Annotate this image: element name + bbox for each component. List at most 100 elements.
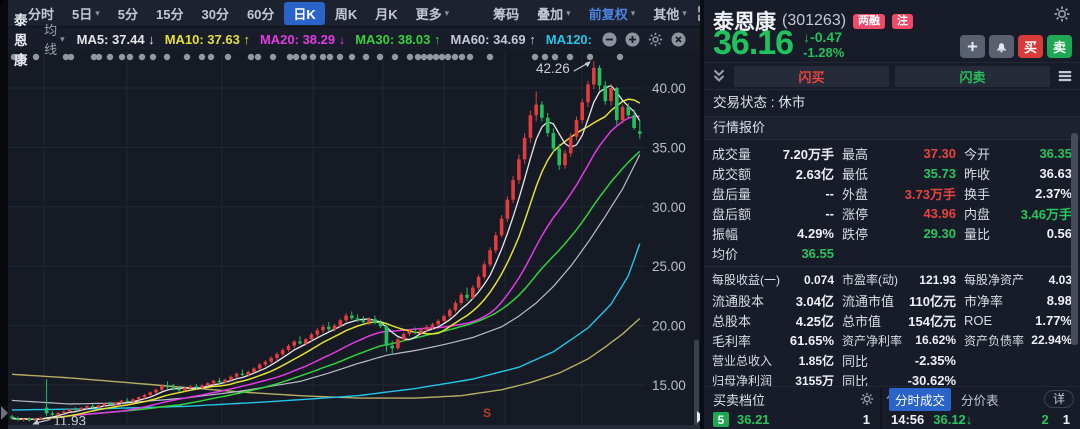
tab-60分[interactable]: 60分 [246,6,275,22]
tab-前复权[interactable]: 前复权 ▾ [588,6,636,22]
quote-cell-内盘: 内盘 3.46万手 [964,206,1072,222]
quote-cell-资产负债率: 资产负债率 22.94% [964,333,1072,348]
close-icon[interactable] [671,32,686,47]
svg-text:42.26: 42.26 [536,61,570,76]
candlestick-chart[interactable]: 40.00 35.00 30.00 25.00 20.00 15.00 42.26 11.93… [0,50,700,429]
depth-title: 买卖档位 [713,392,766,408]
gear-icon[interactable] [1054,6,1070,22]
quick-trade-row: 闪买 闪卖 [704,63,1080,90]
tab-月K[interactable]: 月K [375,6,398,22]
quote-cell-归母净利润: 归母净利润 3155万 [712,373,834,388]
quote-panel: 泰恩康 (301263) 两融 注 36.16 ↓-0.47 -1.28% [697,0,1080,429]
buy-button[interactable]: 买 [1018,35,1043,58]
quote-cell-同比: 同比 -2.35% [842,352,956,369]
settings-icon[interactable] [648,32,663,47]
alert-bell-button[interactable] [989,35,1014,58]
tab-tick-trades[interactable]: 分时成交 [889,387,952,411]
tab-5日[interactable]: 5日 ▾ [72,6,100,22]
quote-cell-市盈率(动): 市盈率(动) 121.93 [842,272,956,288]
quote-cell-量比: 量比 0.56 [964,225,1072,242]
quote-row: 振幅 4.29% 跌停 29.30 量比 0.56 [704,223,1080,243]
tick-row[interactable]: 14:56 36.12↓ 2 1 [882,410,1080,429]
quote-cell-流通股本: 流通股本 3.04亿 [712,293,834,309]
quote-row: 均价 36.55 [704,243,1080,263]
down-arrow-icon: ↓ [965,412,973,427]
note-badge[interactable]: 注 [892,13,914,29]
tab-5分[interactable]: 5分 [117,6,139,22]
chevrons-down-icon[interactable] [710,67,728,85]
add-to-watchlist-button[interactable] [960,35,985,58]
quote-cell-涨停: 涨停 43.96 [842,205,956,222]
margin-badge[interactable]: 两融 [853,13,886,29]
tick-time: 14:56 [891,412,925,427]
sell5-price: 36.21 [737,412,770,427]
tab-筹码[interactable]: 筹码 [493,6,520,22]
tab-叠加[interactable]: 叠加 ▾ [537,6,571,22]
quote-row: 总股本 4.25亿 总市值 154亿元 ROE 1.77% [704,310,1080,330]
ma-legend-ma120: MA120: [545,31,592,47]
quote-row: 盘后量 -- 外盘 3.73万手 换手 2.37% [704,183,1080,203]
quote-cell-外盘: 外盘 3.73万手 [842,186,956,202]
quote-cell-总股本: 总股本 4.25亿 [712,313,834,329]
ma-legend-ma20: MA20: 38.29 ↓ [259,31,346,47]
svg-text:11.93: 11.93 [53,413,86,428]
ma-legend-ma5: MA5: 37.44 ↓ [76,31,155,47]
tab-30分[interactable]: 30分 [201,6,229,22]
depth-section: 买卖档位 5 36.21 1 [704,387,882,429]
menu-icon[interactable] [1056,67,1074,85]
stock-name: 泰恩康 [713,11,776,34]
quote-cell-流通市值: 流通市值 110亿元 [842,293,956,309]
zoom-out-icon[interactable] [602,32,617,47]
tab-周K[interactable]: 周K [334,6,358,22]
detail-button[interactable]: 详 [1043,390,1074,408]
quote-cell-总市值: 总市值 154亿元 [842,313,956,329]
zoom-in-icon[interactable] [625,32,640,47]
svg-text:40.00: 40.00 [652,81,686,96]
quote-row: 流通股本 3.04亿 流通市值 110亿元 市净率 8.98 [704,290,1080,310]
quote-cell-资产净利率: 资产净利率 16.62% [842,333,956,348]
tab-price-table[interactable]: 分价表 [961,393,999,408]
sell-button[interactable]: 卖 [1047,35,1072,58]
sell5-row[interactable]: 5 36.21 1 [704,410,880,429]
tab-日K[interactable]: 日K [284,1,325,25]
chevron-down-icon: ▾ [444,7,450,18]
expand-left-panel-icon[interactable] [1,406,8,420]
quote-row: 营业总收入 1.85亿 同比 -2.35% [704,350,1080,370]
level-badge: 5 [713,412,729,427]
chevron-down-icon: ▾ [60,33,65,44]
quote-cell-每股净资产: 每股净资产 4.03 [964,272,1072,288]
ma-menu[interactable]: 均线 ▾ [44,23,65,57]
quote-cell-同比: 同比 -30.62% [842,372,956,389]
tab-更多[interactable]: 更多 ▾ [415,6,450,22]
quote-section-title: 行情报价 [704,117,1080,140]
down-arrow-icon: ↓ [803,29,811,45]
tab-15分[interactable]: 15分 [156,6,184,22]
price-change: ↓-0.47 [803,29,843,45]
quote-cell-最低: 最低 35.73 [842,165,956,182]
tab-其他[interactable]: 其他 ▾ [653,6,687,22]
chart-area: 40.00 35.00 30.00 25.00 20.00 15.00 42.26 11.93… [0,50,700,429]
ticks-section: 分时成交 分价表 详 14:56 36.12↓ 2 1 [882,387,1080,429]
chevron-down-icon: ▾ [566,7,571,18]
tab-分时[interactable]: 分时 [28,6,55,22]
depth-gear-icon[interactable] [860,392,874,406]
ma-legend-ma30: MA30: 38.03 ↑ [355,31,441,47]
left-edge-strip [0,0,8,429]
quote-row: 成交额 2.63亿 最低 35.73 昨收 36.63 [704,163,1080,183]
quote-row: 盘后额 -- 涨停 43.96 内盘 3.46万手 [704,203,1080,223]
chevron-down-icon: ▾ [630,7,636,18]
flash-buy-button[interactable]: 闪买 [734,65,889,87]
svg-text:30.00: 30.00 [652,200,686,215]
price-change-pct: -1.28% [803,45,845,60]
legend-stock-name: 泰恩康 [14,13,28,68]
quote-cell-市净率: 市净率 8.98 [964,292,1072,309]
panel-divider[interactable] [700,0,704,429]
quote-scrollbar[interactable] [1071,133,1078,345]
ma-legend-row: 泰恩康 均线 ▾ MA5: 37.44 ↓ MA10: 37.63 ↑ MA20: 38.… [8,13,700,68]
ma-legend-ma60: MA60: 34.69 ↑ [450,31,536,47]
quote-cell-振幅: 振幅 4.29% [712,225,834,242]
svg-text:20.00: 20.00 [652,319,686,334]
flash-sell-button[interactable]: 闪卖 [895,65,1050,87]
quote-grid: 成交量 7.20万手 最高 37.30 今开 36.35 成交额 2.63亿 最低 35.73 昨收… [704,140,1080,390]
chevron-down-icon: ▾ [95,7,100,18]
